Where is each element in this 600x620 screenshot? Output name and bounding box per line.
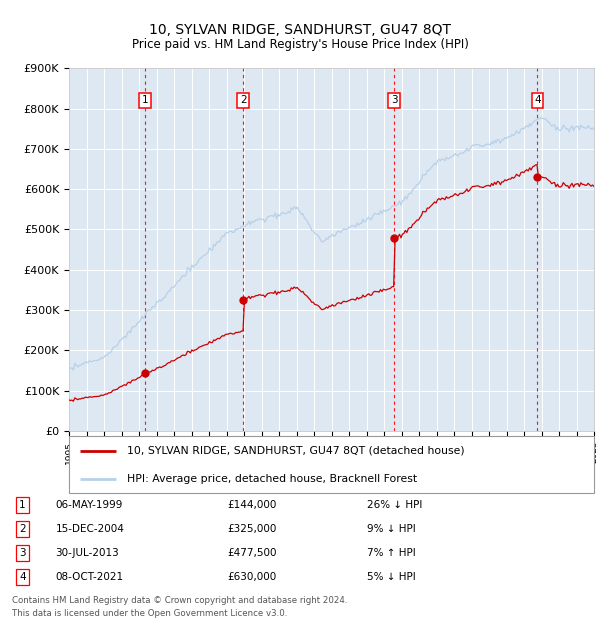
Text: 06-MAY-1999: 06-MAY-1999 — [56, 500, 123, 510]
Text: 4: 4 — [534, 95, 541, 105]
Text: Price paid vs. HM Land Registry's House Price Index (HPI): Price paid vs. HM Land Registry's House … — [131, 38, 469, 51]
Text: £325,000: £325,000 — [227, 524, 277, 534]
Text: 7% ↑ HPI: 7% ↑ HPI — [367, 548, 416, 558]
FancyBboxPatch shape — [69, 436, 594, 493]
Text: 5% ↓ HPI: 5% ↓ HPI — [367, 572, 416, 582]
Text: 3: 3 — [19, 548, 26, 558]
Text: 30-JUL-2013: 30-JUL-2013 — [56, 548, 119, 558]
Text: 3: 3 — [391, 95, 397, 105]
Text: 1: 1 — [142, 95, 148, 105]
Text: 2: 2 — [19, 524, 26, 534]
Text: 26% ↓ HPI: 26% ↓ HPI — [367, 500, 422, 510]
Text: 10, SYLVAN RIDGE, SANDHURST, GU47 8QT: 10, SYLVAN RIDGE, SANDHURST, GU47 8QT — [149, 23, 451, 37]
Text: 2: 2 — [240, 95, 247, 105]
Text: Contains HM Land Registry data © Crown copyright and database right 2024.: Contains HM Land Registry data © Crown c… — [12, 596, 347, 606]
Text: £144,000: £144,000 — [227, 500, 277, 510]
Text: 15-DEC-2004: 15-DEC-2004 — [56, 524, 125, 534]
Text: HPI: Average price, detached house, Bracknell Forest: HPI: Average price, detached house, Brac… — [127, 474, 417, 484]
Text: 9% ↓ HPI: 9% ↓ HPI — [367, 524, 416, 534]
Text: £630,000: £630,000 — [227, 572, 277, 582]
Text: This data is licensed under the Open Government Licence v3.0.: This data is licensed under the Open Gov… — [12, 609, 287, 618]
Text: £477,500: £477,500 — [227, 548, 277, 558]
Text: 08-OCT-2021: 08-OCT-2021 — [56, 572, 124, 582]
Text: 1: 1 — [19, 500, 26, 510]
Text: 4: 4 — [19, 572, 26, 582]
Text: 10, SYLVAN RIDGE, SANDHURST, GU47 8QT (detached house): 10, SYLVAN RIDGE, SANDHURST, GU47 8QT (d… — [127, 446, 464, 456]
